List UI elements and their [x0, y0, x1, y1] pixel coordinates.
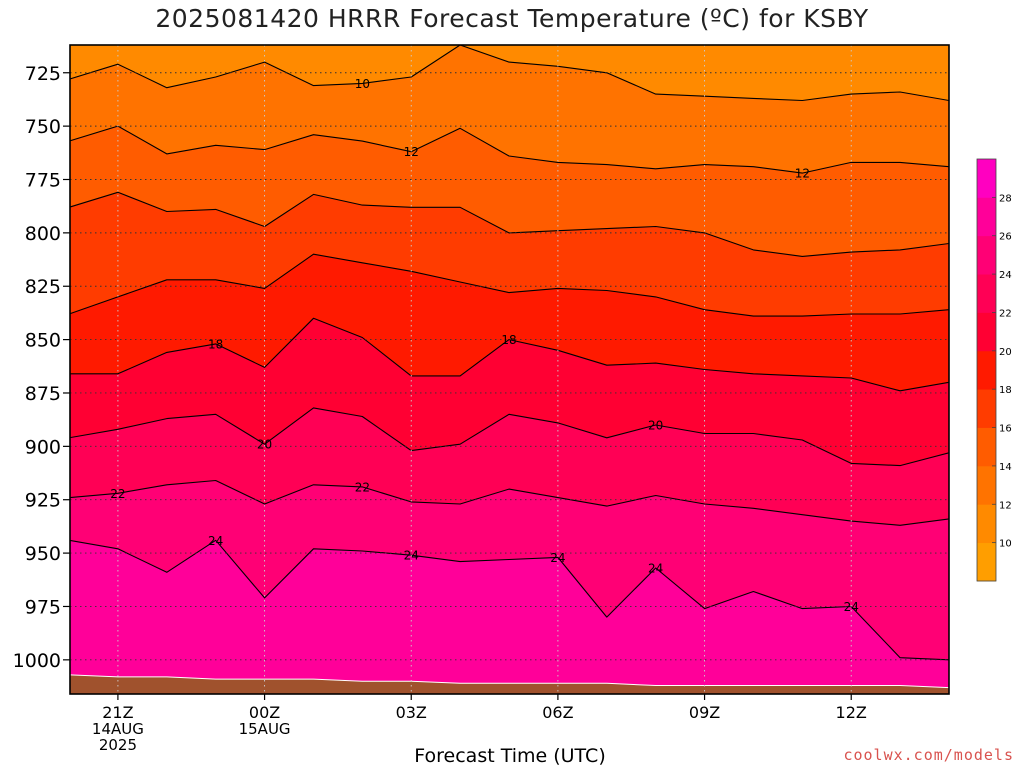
contour-label-22: 22 [355, 480, 370, 494]
x-tick-label: 00Z [249, 703, 280, 722]
colorbar-tick-label: 20 [999, 347, 1012, 358]
colorbar-tick-label: 28 [999, 193, 1012, 204]
contour-label-10: 10 [355, 77, 370, 91]
x-tick-label: 03Z [396, 703, 427, 722]
contour-line-12 [70, 125, 949, 174]
contour-line-20 [70, 407, 949, 467]
colorbar-frame [976, 158, 997, 582]
colorbar-segment [977, 197, 996, 237]
colorbar-segment [977, 465, 996, 505]
chart-title: 2025081420 HRRR Forecast Temperature (ºC… [155, 4, 869, 33]
contour-line-16 [70, 253, 949, 317]
x-tick-label: 2025 [99, 736, 137, 754]
colorbar-tick-label: 26 [999, 232, 1012, 243]
y-tick-label: 950 [25, 543, 61, 565]
colorbar-segment [977, 235, 996, 275]
colorbar-tick-label: 12 [999, 500, 1012, 511]
colorbar-tick-label: 10 [999, 539, 1012, 550]
colorbar-segment [977, 159, 996, 198]
x-tick-label: 12Z [836, 703, 867, 722]
colorbar-segment [977, 504, 996, 544]
y-tick-label: 850 [25, 330, 61, 352]
contour-line-10 [70, 45, 949, 102]
colorbar-tick-label: 24 [999, 270, 1012, 281]
contour-label-12: 12 [795, 167, 810, 181]
y-tick-label: 900 [25, 436, 61, 458]
colorbar-segment [977, 389, 996, 428]
x-tick-label: 15AUG [239, 720, 291, 738]
contour-label-24: 24 [208, 534, 223, 548]
x-tick-label: 09Z [689, 703, 720, 722]
x-tick-label: 06Z [542, 703, 573, 722]
y-tick-label: 800 [25, 223, 61, 245]
colorbar-segment [977, 274, 996, 313]
plot-frame [69, 44, 950, 695]
x-tick-label: 14AUG [92, 720, 144, 738]
y-tick-label: 825 [25, 276, 61, 298]
y-tick-label: 875 [25, 383, 61, 405]
y-tick-label: 975 [25, 596, 61, 618]
y-tick-label: 775 [25, 169, 61, 191]
colorbar-tick-label: 14 [999, 462, 1012, 473]
contour-line-24 [70, 539, 949, 661]
colorbar-segment [977, 542, 996, 582]
contour-label-18: 18 [208, 337, 223, 351]
colorbar-tick-label: 18 [999, 385, 1012, 396]
contour-label-18: 18 [501, 333, 516, 347]
contour-label-20: 20 [257, 438, 272, 452]
contour-line-22 [70, 479, 949, 526]
colorbar-segment [977, 312, 996, 352]
contour-label-24: 24 [844, 600, 859, 614]
source-credit: coolwx.com/models [843, 746, 1014, 764]
contour-label-12: 12 [404, 145, 419, 159]
contour-line-18 [70, 317, 949, 392]
x-axis-label: Forecast Time (UTC) [414, 745, 606, 767]
colorbar-tick-label: 22 [999, 308, 1012, 319]
colorbar-segment [977, 427, 996, 467]
y-tick-label: 1000 [13, 650, 61, 672]
contour-label-20: 20 [648, 419, 663, 433]
x-tick-label: 21Z [102, 703, 133, 722]
surface-terrain [70, 674, 949, 694]
colorbar-segment [977, 350, 996, 390]
contour-label-22: 22 [110, 487, 125, 501]
contour-line-14 [70, 191, 949, 257]
y-tick-label: 750 [25, 116, 61, 138]
colorbar-tick-label: 16 [999, 424, 1012, 435]
contour-label-24: 24 [550, 551, 565, 565]
contour-label-24: 24 [404, 549, 419, 563]
y-tick-label: 925 [25, 490, 61, 512]
y-tick-label: 725 [25, 63, 61, 85]
contour-label-24: 24 [648, 562, 663, 576]
